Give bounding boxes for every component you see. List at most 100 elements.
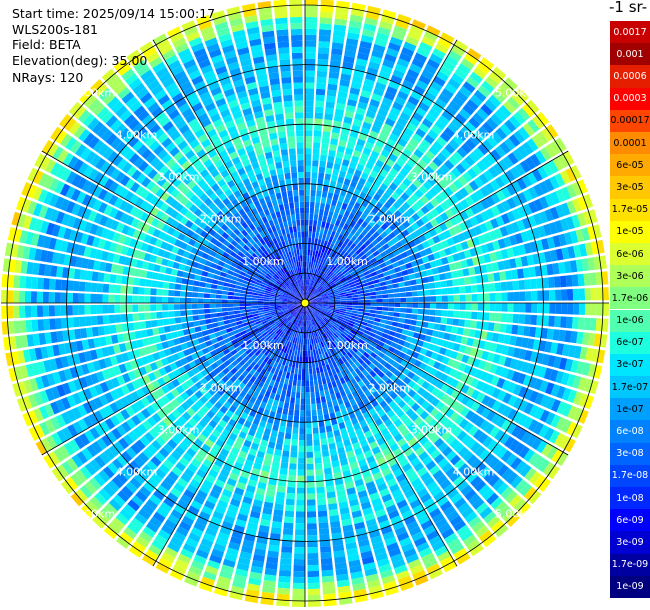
- ray-gate: [320, 438, 328, 446]
- ray-gate: [322, 304, 329, 307]
- ray-gate: [516, 219, 526, 231]
- ray-gate: [204, 288, 211, 293]
- ray-gate: [391, 148, 401, 158]
- ray-gate: [314, 292, 320, 297]
- ray-gate: [395, 271, 403, 278]
- ray-gate: [193, 280, 200, 287]
- ray-gate: [351, 273, 358, 279]
- ray-gate: [501, 213, 511, 225]
- ray-gate: [109, 324, 117, 334]
- ray-gate: [362, 147, 372, 156]
- ray-gate: [328, 503, 338, 511]
- ray-gate: [276, 485, 286, 493]
- ray-gate: [385, 247, 393, 255]
- ray-gate: [351, 289, 358, 293]
- ray-gate: [133, 322, 141, 330]
- ray-gate: [375, 81, 387, 91]
- ray-gate: [311, 361, 316, 369]
- ray-gate: [460, 142, 472, 154]
- ray-gate: [350, 228, 357, 235]
- ray-gate: [327, 83, 338, 91]
- ray-gate: [305, 213, 309, 220]
- ray-gate: [505, 324, 513, 334]
- ray-gate: [240, 290, 247, 294]
- ray-gate: [313, 220, 318, 227]
- ray-gate: [567, 389, 578, 403]
- ray-gate: [515, 336, 523, 347]
- ray-gate: [488, 71, 503, 85]
- ray-gate: [394, 143, 405, 153]
- ray-gate: [550, 342, 559, 354]
- ray-gate: [197, 304, 204, 309]
- ray-gate: [364, 273, 372, 279]
- ray-gate: [279, 468, 288, 475]
- ray-gate: [534, 150, 547, 164]
- ray-gate: [591, 348, 600, 363]
- ray-gate: [328, 210, 334, 218]
- ray-gate: [369, 170, 379, 179]
- ray-gate: [374, 317, 381, 323]
- ray-gate: [443, 332, 451, 341]
- ray-gate: [133, 277, 140, 286]
- ray-gate: [326, 198, 332, 205]
- ray-gate: [347, 167, 355, 175]
- ray-gate: [322, 215, 328, 223]
- ray-gate: [339, 292, 346, 296]
- ray-gate: [488, 312, 496, 322]
- ray-gate: [578, 409, 589, 424]
- ray-gate: [275, 300, 282, 302]
- ray-gate: [310, 184, 317, 191]
- ray-gate: [372, 43, 386, 53]
- ray-gate: [146, 271, 154, 279]
- ray-gate: [415, 278, 423, 285]
- ray-gate: [565, 167, 577, 182]
- ray-gate: [329, 144, 337, 152]
- ray-gate: [367, 280, 374, 286]
- ray-gate: [362, 247, 370, 254]
- ray-gate: [388, 307, 395, 312]
- ray-gate: [410, 193, 420, 203]
- ray-gate: [567, 246, 576, 259]
- ray-gate: [305, 219, 309, 226]
- ray-gate: [278, 401, 284, 408]
- ray-gate: [306, 463, 314, 470]
- ray-gate: [494, 176, 506, 188]
- ray-gate: [474, 330, 482, 339]
- ray-gate: [347, 256, 354, 263]
- ray-gate: [477, 234, 486, 245]
- ray-gate: [442, 175, 453, 186]
- ray-gate: [455, 163, 466, 174]
- ray-gate: [326, 255, 332, 262]
- ray-gate: [227, 303, 234, 308]
- ray-gate: [289, 457, 297, 464]
- ray-gate: [445, 55, 459, 67]
- ray-gate: [432, 330, 440, 338]
- ray-gate: [507, 96, 521, 110]
- ray-gate: [481, 274, 489, 283]
- ray-gate: [345, 273, 352, 279]
- ray-gate: [329, 282, 335, 287]
- ray-gate: [336, 151, 344, 159]
- ray-gate: [397, 276, 404, 283]
- ray-gate: [418, 185, 428, 195]
- ray-gate: [325, 395, 332, 402]
- ray-gate: [278, 382, 284, 390]
- ray-gate: [126, 286, 133, 294]
- ray-gate: [410, 319, 417, 326]
- ray-gate: [345, 147, 354, 156]
- ray-gate: [90, 282, 98, 293]
- ray-gate: [529, 153, 542, 167]
- ray-gate: [406, 122, 417, 132]
- ray-gate: [518, 348, 527, 360]
- ray: [305, 66, 507, 303]
- ray-gate: [411, 203, 420, 212]
- ray-gate: [471, 284, 478, 293]
- ray-gate: [400, 251, 408, 259]
- ray-gate: [233, 303, 240, 307]
- ray-gate: [233, 310, 241, 315]
- ray-gate: [120, 295, 127, 303]
- ray-gate: [339, 310, 346, 314]
- ray-gate: [388, 298, 395, 303]
- ray-gate: [320, 546, 332, 553]
- ray-gate: [329, 205, 336, 212]
